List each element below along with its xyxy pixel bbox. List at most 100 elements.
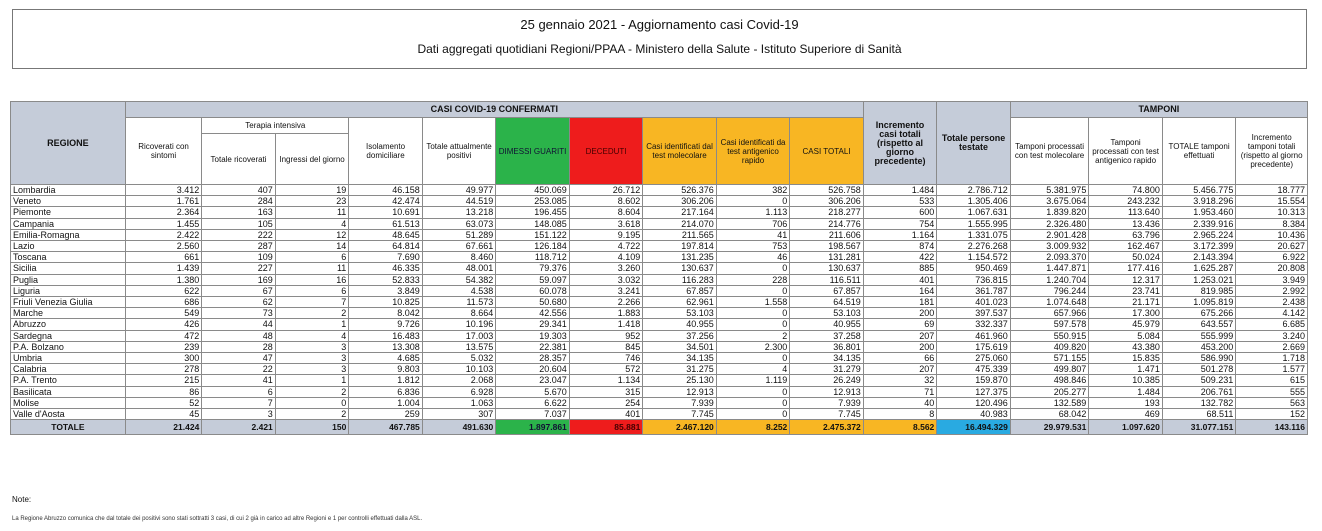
table-cell: 52 <box>124 396 203 410</box>
notes-text: La Regione Abruzzo comunica che dal tota… <box>12 516 423 522</box>
table-cell: 1.625.287 <box>1161 262 1237 275</box>
table-cell: 3.412 <box>124 183 203 197</box>
table-cell: 4.538 <box>421 284 497 298</box>
table-cell: 16.483 <box>348 329 423 342</box>
table-cell: 74.800 <box>1088 183 1163 197</box>
table-cell: 63.073 <box>421 217 497 230</box>
table-row: Umbria 300 47 3 4.685 5.032 28.357 746 34.135 0 34… <box>10 352 1308 365</box>
table-cell: 845 <box>568 340 644 354</box>
table-cell: 12.913 <box>642 385 717 398</box>
table-cell: 1.113 <box>715 206 791 219</box>
table-cell: 15.554 <box>1235 195 1308 208</box>
table-cell: 13.218 <box>421 206 497 219</box>
table-cell: 5.381.975 <box>1009 183 1090 197</box>
table-cell: 222 <box>201 228 276 242</box>
table-cell: 2.093.370 <box>1009 251 1090 264</box>
table-cell: 7 <box>201 396 276 410</box>
table-cell: 3.032 <box>568 273 644 286</box>
col-tamponi-antigenico: Tamponi processati con test antigenico r… <box>1088 117 1163 185</box>
table-cell: 73 <box>201 307 276 320</box>
table-cell: 472 <box>124 329 203 342</box>
table-cell: 2.475.372 <box>789 419 864 436</box>
table-cell: 2.326.480 <box>1009 217 1090 230</box>
table-cell: 657.966 <box>1009 307 1090 320</box>
table-cell: 53.103 <box>789 307 864 320</box>
table-cell: 0 <box>715 352 791 365</box>
col-ti-ingressi: Ingressi del giorno <box>274 133 350 185</box>
table-cell: 1.761 <box>124 195 203 208</box>
region-name: Sardegna <box>10 329 126 342</box>
table-cell: 526.758 <box>789 183 864 197</box>
table-cell: 401 <box>862 273 938 286</box>
table-cell: 14 <box>274 240 350 253</box>
table-cell: 3.849 <box>348 284 423 298</box>
table-cell: 207 <box>862 363 938 376</box>
table-cell: 67 <box>201 284 276 298</box>
table-cell: 1.555.995 <box>936 217 1011 230</box>
table-cell: 37.256 <box>642 329 717 342</box>
table-cell: 2.422 <box>124 228 203 242</box>
table-cell: 736.815 <box>936 273 1011 286</box>
table-cell: 26.712 <box>568 183 644 197</box>
table-cell: 1.883 <box>568 307 644 320</box>
table-cell: 19.303 <box>495 329 570 342</box>
region-name: Friuli Venezia Giulia <box>10 296 126 309</box>
table-cell: 131.281 <box>789 251 864 264</box>
table-cell: 453.200 <box>1161 340 1237 354</box>
table-cell: 819.985 <box>1161 284 1237 298</box>
table-cell: 218.277 <box>789 206 864 219</box>
col-casi-antigenico: Casi identificati da test antigenico rap… <box>715 117 791 185</box>
region-name: Marche <box>10 307 126 320</box>
table-cell: 239 <box>124 340 203 354</box>
table-cell: 622 <box>124 284 203 298</box>
col-ricoverati: Ricoverati con sintomi <box>124 117 203 185</box>
col-casi-molecolare: Casi identificati dal test molecolare <box>642 117 717 185</box>
col-persone-testate: Totale persone testate <box>936 101 1011 185</box>
table-cell: 796.244 <box>1009 284 1090 298</box>
table-cell: 1.063 <box>421 396 497 410</box>
table-cell: 120.496 <box>936 396 1011 410</box>
table-cell: 67.857 <box>642 284 717 298</box>
col-regione: REGIONE <box>10 101 126 185</box>
table-cell: 278 <box>124 363 203 376</box>
table-cell: 12.913 <box>789 385 864 398</box>
table-cell: 501.278 <box>1161 363 1237 376</box>
table-cell: 28 <box>201 340 276 354</box>
table-cell: 9.803 <box>348 363 423 376</box>
table-row: Valle d'Aosta 45 3 2 259 307 7.037 401 7.745 0 7.7… <box>10 408 1308 421</box>
table-cell: 67.857 <box>789 284 864 298</box>
table-cell: 34.501 <box>642 340 717 354</box>
table-cell: 3.618 <box>568 217 644 230</box>
table-cell: 118.712 <box>495 251 570 264</box>
table-cell: 6.622 <box>495 396 570 410</box>
table-cell: 2 <box>274 408 350 421</box>
group-tamponi: TAMPONI <box>1009 101 1309 118</box>
table-cell: 2.266 <box>568 296 644 309</box>
table-cell: 498.846 <box>1009 374 1090 387</box>
table-cell: 132.589 <box>1009 396 1090 410</box>
table-cell: 10.196 <box>421 318 497 331</box>
table-cell: 26.249 <box>789 374 864 387</box>
region-name: Liguria <box>10 284 126 298</box>
table-cell: 3 <box>274 363 350 376</box>
table-cell: 5.084 <box>1088 329 1163 342</box>
col-totale-tamponi: TOTALE tamponi effettuati <box>1161 117 1237 185</box>
table-cell: 20.808 <box>1235 262 1308 275</box>
region-name: P.A. Bolzano <box>10 340 126 354</box>
table-cell: 8.252 <box>715 419 791 436</box>
table-cell: 8.042 <box>348 307 423 320</box>
table-cell: 48.645 <box>348 228 423 242</box>
table-cell: 159.870 <box>936 374 1011 387</box>
region-name: Veneto <box>10 195 126 208</box>
table-cell: 31.275 <box>642 363 717 376</box>
table-cell: 37.258 <box>789 329 864 342</box>
table-cell: 1 <box>274 318 350 331</box>
table-cell: 148.085 <box>495 217 570 230</box>
table-cell: 426 <box>124 318 203 331</box>
table-cell: 1.305.406 <box>936 195 1011 208</box>
table-cell: 20.627 <box>1235 240 1308 253</box>
table-cell: 615 <box>1235 374 1308 387</box>
table-row: Emilia-Romagna 2.422 222 12 48.645 51.289 151.… <box>10 228 1308 242</box>
table-cell: 63.796 <box>1088 228 1163 242</box>
table-cell: 571.155 <box>1009 352 1090 365</box>
